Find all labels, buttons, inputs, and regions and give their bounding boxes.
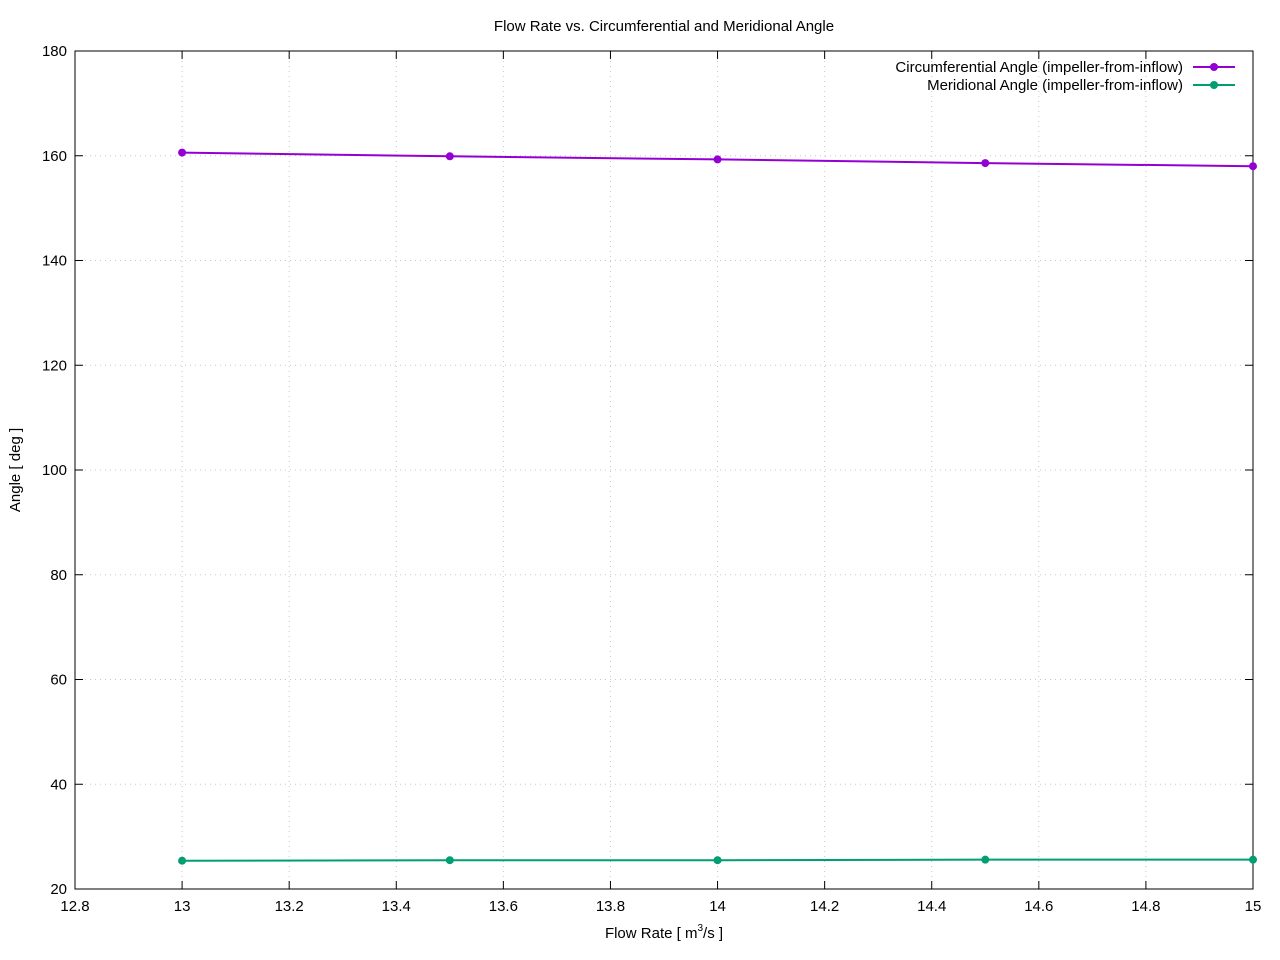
x-tick-label: 14.4	[917, 898, 946, 915]
y-tick-label: 120	[42, 357, 67, 374]
series-point-1	[445, 152, 454, 161]
y-tick-label: 20	[50, 881, 67, 898]
series-point-2	[445, 856, 454, 865]
y-tick-label: 140	[42, 253, 67, 270]
x-tick-label: 13.4	[382, 898, 411, 915]
y-axis-label: Angle [ deg ]	[7, 428, 24, 512]
y-tick-label: 180	[42, 43, 67, 60]
x-tick-label: 12.8	[60, 898, 89, 915]
x-tick-label: 14.8	[1131, 898, 1160, 915]
series-point-1	[1249, 162, 1257, 171]
y-tick-label: 160	[42, 148, 67, 165]
x-tick-label: 13.2	[275, 898, 304, 915]
y-tick-label: 100	[42, 462, 67, 479]
series-point-1	[713, 155, 722, 164]
legend-marker-1	[1210, 63, 1218, 71]
y-tick-label: 60	[50, 672, 67, 689]
x-axis-label: Flow Rate [ m3/s ]	[605, 923, 723, 942]
legend-marker-2	[1210, 81, 1218, 89]
legend-label-1: Circumferential Angle (impeller-from-inf…	[895, 59, 1183, 76]
series-point-2	[178, 856, 187, 865]
x-tick-label: 15	[1245, 898, 1262, 915]
ticks	[74, 50, 1254, 890]
x-axis-label-superscript: 3	[697, 923, 703, 934]
y-tick-label: 80	[50, 567, 67, 584]
series-layer	[178, 148, 1257, 865]
y-tick-label: 40	[50, 776, 67, 793]
x-tick-label: 13	[174, 898, 191, 915]
series-point-2	[981, 855, 990, 864]
x-tick-label: 13.8	[596, 898, 625, 915]
x-tick-label: 14.2	[810, 898, 839, 915]
series-point-1	[178, 148, 187, 157]
legend-label-2: Meridional Angle (impeller-from-inflow)	[927, 77, 1183, 94]
x-tick-label: 14.6	[1024, 898, 1053, 915]
legend: Circumferential Angle (impeller-from-inf…	[895, 59, 1235, 94]
chart-title: Flow Rate vs. Circumferential and Meridi…	[494, 18, 834, 35]
series-point-2	[1249, 855, 1257, 864]
x-tick-label: 14	[709, 898, 726, 915]
x-tick-label: 13.6	[489, 898, 518, 915]
tick-labels: 12.8 13 13.2 13.4 13.6 13.8 14 14.2 14.4 14.6 14.8…	[42, 43, 1261, 915]
series-point-1	[981, 159, 990, 168]
series-point-2	[713, 856, 722, 865]
